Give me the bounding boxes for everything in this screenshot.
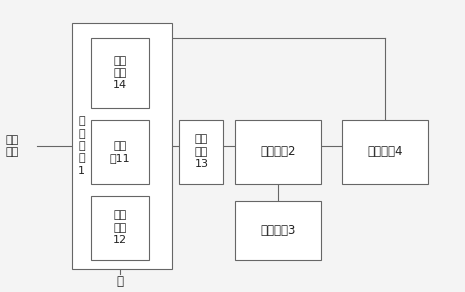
Text: 第二
电阻
13: 第二 电阻 13 — [194, 134, 208, 169]
Text: 比
较
电
路
1: 比 较 电 路 1 — [78, 116, 85, 176]
Text: 输出电路4: 输出电路4 — [367, 145, 403, 158]
Bar — [91, 120, 149, 184]
Text: 第三
电阻
14: 第三 电阻 14 — [113, 55, 127, 91]
Bar — [179, 120, 223, 184]
Text: 第一
电阻
12: 第一 电阻 12 — [113, 210, 127, 245]
Bar — [91, 196, 149, 260]
Text: 放大电路2: 放大电路2 — [260, 145, 296, 158]
Text: 调整电路3: 调整电路3 — [260, 224, 296, 237]
Text: 比较
器11: 比较 器11 — [110, 141, 130, 163]
Text: 地: 地 — [116, 275, 124, 288]
Bar — [342, 120, 428, 184]
Bar — [235, 201, 321, 260]
Bar — [91, 38, 149, 108]
Text: 电源
正极: 电源 正极 — [5, 135, 18, 157]
Bar — [235, 120, 321, 184]
Bar — [72, 23, 172, 269]
